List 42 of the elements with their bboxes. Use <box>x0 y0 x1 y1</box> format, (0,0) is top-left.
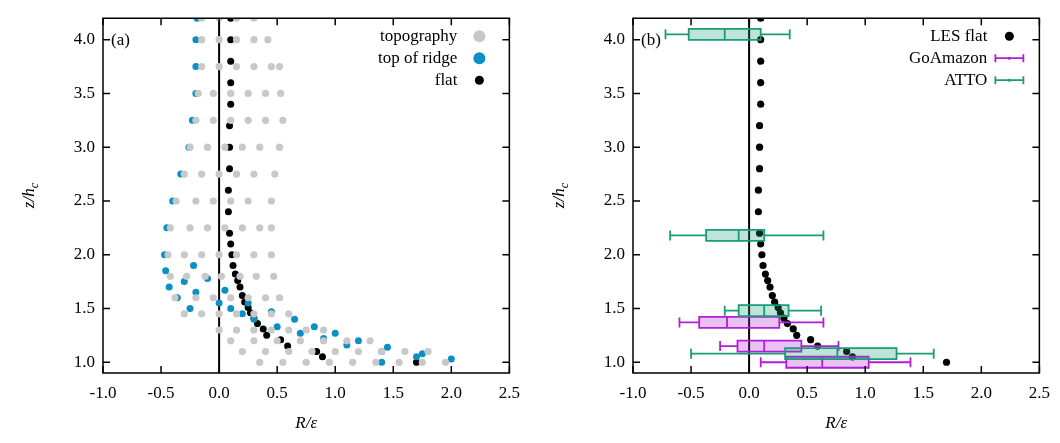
annotation: (a) <box>111 29 130 49</box>
legend-label: flat <box>434 69 458 89</box>
x-tick-label: 2.5 <box>498 382 520 402</box>
legend-label: topography <box>379 25 458 45</box>
x-tick-label: 2.0 <box>440 382 462 402</box>
x-tick-label: 1.0 <box>854 382 876 402</box>
x-axis-title: R/ε <box>824 413 848 433</box>
legend-label: top of ridge <box>378 47 458 67</box>
x-tick-label: -1.0 <box>89 382 117 402</box>
x-axis-title: R/ε <box>294 413 318 433</box>
annotation: (b) <box>641 29 661 49</box>
y-tick-label: 2.0 <box>603 244 625 264</box>
y-tick-label: 1.0 <box>603 351 625 371</box>
x-tick-label: 0.0 <box>208 382 230 402</box>
x-tick-label: -0.5 <box>677 382 705 402</box>
y-tick-label: 3.0 <box>603 136 625 156</box>
legend-label: GoAmazon <box>909 47 988 67</box>
y-tick-label: 1.5 <box>73 297 95 317</box>
x-tick-label: 2.0 <box>970 382 992 402</box>
x-tick-label: -1.0 <box>619 382 647 402</box>
x-tick-label: 1.5 <box>382 382 404 402</box>
y-tick-label: 2.0 <box>73 244 95 264</box>
x-tick-label: 1.0 <box>324 382 346 402</box>
y-tick-label: 2.5 <box>603 190 625 210</box>
y-axis-title: z/hc <box>549 182 572 210</box>
x-tick-label: 2.5 <box>1028 382 1050 402</box>
y-tick-label: 4.0 <box>73 29 95 49</box>
y-tick-label: 3.5 <box>603 82 625 102</box>
x-tick-label: 0.5 <box>796 382 818 402</box>
x-tick-label: 0.5 <box>266 382 288 402</box>
legend-label: ATTO <box>944 69 988 89</box>
y-axis-title: z/hc <box>19 182 42 210</box>
y-tick-label: 3.0 <box>73 136 95 156</box>
y-tick-label: 1.5 <box>603 297 625 317</box>
x-tick-label: 1.5 <box>912 382 934 402</box>
y-tick-label: 4.0 <box>603 29 625 49</box>
x-tick-label: 0.0 <box>738 382 760 402</box>
y-tick-label: 3.5 <box>73 82 95 102</box>
y-tick-label: 1.0 <box>73 351 95 371</box>
x-tick-label: -0.5 <box>147 382 175 402</box>
legend-label: LES flat <box>930 25 988 45</box>
y-tick-label: 2.5 <box>73 190 95 210</box>
